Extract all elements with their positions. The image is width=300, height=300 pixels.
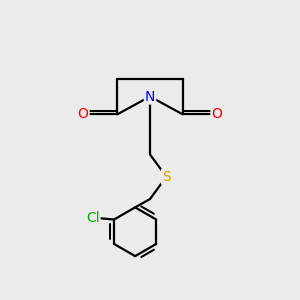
Text: S: S (162, 170, 171, 184)
Text: O: O (78, 107, 88, 121)
Text: Cl: Cl (86, 211, 99, 225)
Text: O: O (212, 107, 222, 121)
Text: N: N (145, 89, 155, 103)
